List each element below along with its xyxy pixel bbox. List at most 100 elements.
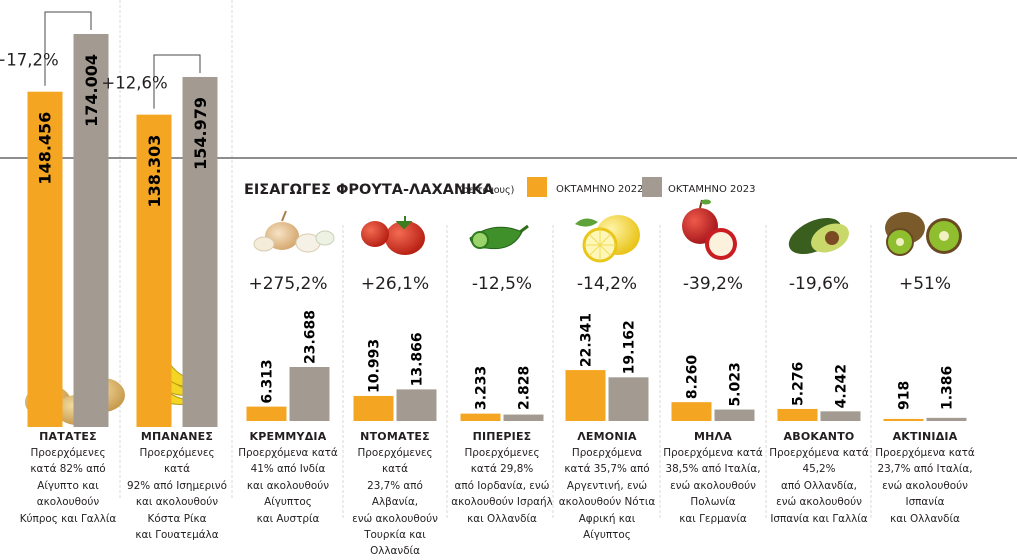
category-bananes: ΜΠΑΝΑΝΕΣ Προερχόμενες κατά 92% από Ισημερι… (125, 430, 229, 543)
kiwi-icon (885, 212, 962, 256)
value-label-2023-ntomates: 13.866 (410, 332, 426, 386)
bar-2023-ntomates (396, 389, 437, 421)
category-name: ΜΗΛΑ (694, 430, 732, 443)
description-line: Προερχόμενες (464, 447, 540, 459)
description-line: Προερχόμενες κατά (139, 447, 215, 476)
description-line: και Αυστρία (256, 512, 320, 525)
description-line: Ολλανδία (370, 545, 420, 558)
category-name: ΛΕΜΟΝΙΑ (577, 430, 637, 443)
description-line: κατά 29,8% (470, 463, 534, 476)
legend-swatch-2023 (642, 177, 662, 197)
category-ntomates: ΝΤΟΜΑΤΕΣ Προερχόμενες κατά 23,7% από Αλβαν… (343, 430, 447, 560)
description-line: Αίγυπτο και (37, 479, 99, 492)
change-label-kremmydia: +275,2% (248, 274, 327, 294)
category-description: Προερχόμενα κατά 38,5% από Ιταλία, ενώ ακο… (661, 445, 765, 527)
value-label-2022-aktinidia: 918 (897, 381, 913, 410)
description-line: Προερχόμενα κατά (875, 447, 975, 459)
description-line: ενώ ακολουθούν (670, 479, 756, 492)
description-line: ακολουθούν Ισραήλ (451, 496, 553, 509)
bar-2023-lemonia (608, 377, 649, 421)
description-line: και ακολουθούν (135, 496, 219, 509)
category-name: ΜΠΑΝΑΝΕΣ (140, 430, 214, 443)
description-line: Ισπανία και Γαλλία (770, 512, 868, 525)
category-name: ΑΚΤΙΝΙΔΙΑ (892, 430, 958, 443)
value-label-2023-lemonia: 19.162 (622, 320, 638, 374)
bar-2022-kremmydia (246, 406, 287, 421)
category-piperies: ΠΙΠΕΡΙΕΣ Προερχόμενες κατά 29,8% από Ιορδαν… (450, 430, 554, 527)
dividers (119, 0, 872, 520)
description-line: 38,5% από Ιταλία, (665, 463, 761, 476)
value-label-2023-patates: 174.004 (82, 54, 101, 127)
value-label-2022-patates: 148.456 (36, 112, 55, 185)
legend-swatch-2022 (527, 177, 547, 197)
change-label-patates: +17,2% (0, 51, 59, 70)
description-line: και Γερμανία (679, 512, 747, 525)
category-description: Προερχόμενα κατά 45,2% από Ολλανδία, ενώ ακ… (767, 445, 871, 527)
description-line: Προερχόμενες (30, 447, 106, 459)
change-label-aktinidia: +51% (899, 274, 951, 294)
value-label-2023-kremmydia: 23.688 (303, 310, 319, 364)
category-lemonia: ΛΕΜΟΝΙΑ Προερχόμενα κατά 35,7% από Αργεντιν… (555, 430, 659, 543)
apples-icon (682, 199, 737, 260)
bar-2023-bananes (182, 76, 218, 427)
bar-2022-patates (27, 91, 63, 428)
category-description: Προερχόμενα κατά 41% από Ινδία και ακολουθ… (236, 445, 340, 527)
category-mila: ΜΗΛΑ Προερχόμενα κατά 38,5% από Ιταλία, ενώ… (661, 430, 765, 527)
category-aktinidia: ΑΚΤΙΝΙΔΙΑ Προερχόμενα κατά 23,7% από Ιταλί… (873, 430, 977, 527)
description-line: ακολουθούν Νότια (558, 496, 656, 509)
description-line: κατά 82% από (30, 463, 106, 476)
change-bracket-patates (44, 11, 92, 86)
value-label-2022-lemonia: 22.341 (579, 313, 595, 367)
description-line: 45,2% (802, 463, 836, 476)
description-line: Προερχόμενα κατά (238, 447, 338, 459)
peppers-icon (469, 224, 529, 250)
value-label-2022-ntomates: 10.993 (367, 339, 383, 393)
description-line: Κόστα Ρίκα (147, 512, 207, 525)
avocado-icon (788, 217, 849, 255)
category-name: ΝΤΟΜΑΤΕΣ (360, 430, 430, 443)
value-label-2023-avokanto: 4.242 (834, 364, 850, 408)
change-label-mila: -39,2% (683, 274, 743, 294)
bar-2023-patates (73, 34, 109, 427)
legend-label-2023: ΟΚΤΑΜΗΝΟ 2023 (668, 184, 756, 195)
description-line: και ακολουθούν (246, 479, 330, 492)
description-line: Προερχόμενα κατά (769, 447, 869, 459)
description-line: και Γουατεμάλα (135, 529, 219, 542)
bar-2023-piperies (503, 414, 544, 421)
description-line: Πολωνία (690, 496, 736, 509)
description-line: Αργεντινή, ενώ (566, 479, 648, 492)
bar-2023-avokanto (820, 411, 861, 421)
description-line: 41% από Ινδία (250, 463, 326, 476)
value-label-2022-avokanto: 5.276 (791, 362, 807, 406)
bar-2022-avokanto (777, 408, 818, 421)
bar-2022-lemonia (565, 370, 606, 421)
description-line: ακολουθούν (36, 496, 100, 509)
description-line: και Ολλανδία (467, 512, 537, 525)
value-label-2023-mila: 5.023 (728, 362, 744, 406)
bar-2022-piperies (460, 413, 501, 421)
category-name: ΠΙΠΕΡΙΕΣ (472, 430, 532, 443)
description-line: από Ιορδανία, ενώ (454, 479, 550, 492)
description-line: Κύπρος και Γαλλία (19, 512, 117, 525)
description-line: Προερχόμενα κατά (663, 447, 763, 459)
description-line: και Ολλανδία (890, 512, 960, 525)
labels-layer: 148.456 174.004 +17,2% 138.303 154.979 +12,6%… (0, 11, 956, 410)
category-description: Προερχόμενα κατά 35,7% από Αργεντινή, ενώ α… (555, 445, 659, 543)
category-description: Προερχόμενες κατά 29,8% από Ιορδανία, ενώ α… (450, 445, 554, 527)
bar-2022-ntomates (353, 395, 394, 421)
value-label-2022-mila: 8.260 (685, 355, 701, 400)
legend-label-2022: ΟΚΤΑΜΗΝΟ 2022 (556, 184, 644, 195)
value-label-2023-aktinidia: 1.386 (940, 366, 956, 410)
bar-2023-kremmydia (289, 367, 330, 421)
description-line: ενώ ακολουθούν (352, 512, 438, 525)
description-line: 92% από Ισημερινό (127, 479, 227, 492)
description-line: 23,7% από Ιταλία, (877, 463, 973, 476)
tomatoes-icon (361, 216, 425, 255)
description-line: Προερχόμενες κατά (357, 447, 433, 476)
change-label-ntomates: +26,1% (361, 274, 429, 294)
lemons-icon (575, 215, 640, 263)
description-line: ενώ ακολουθούν (882, 479, 968, 492)
chart-subtitle: (σε τόνους) (459, 185, 514, 196)
category-name: ΠΑΤΑΤΕΣ (39, 430, 97, 443)
